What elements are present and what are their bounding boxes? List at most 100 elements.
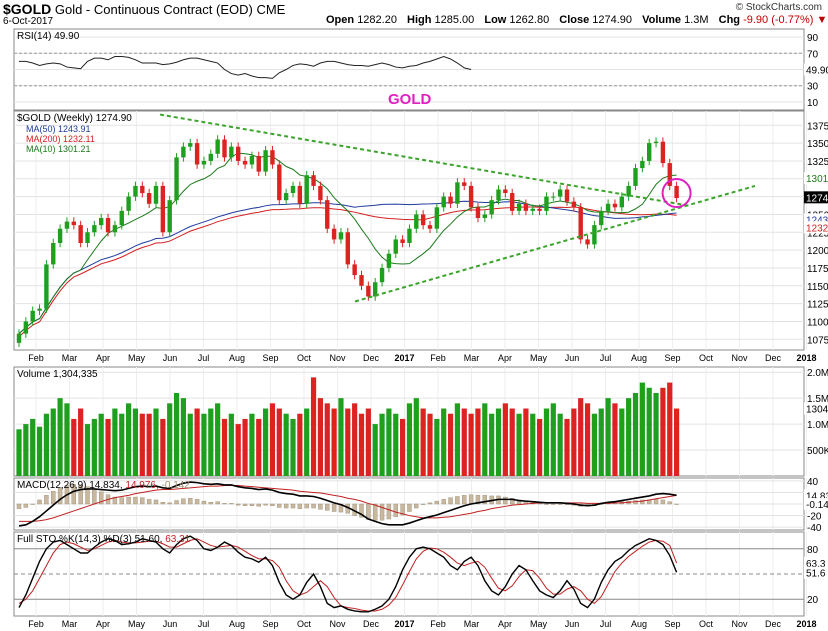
- candle-body: [530, 208, 535, 211]
- x-label: Sep: [262, 353, 278, 363]
- volume-tick-label: 500K: [807, 446, 828, 457]
- candle-body: [605, 203, 611, 211]
- volume-bar: [420, 408, 426, 476]
- close-value: 1274.90: [592, 14, 633, 26]
- candle-body: [359, 275, 364, 286]
- macd-histogram-bar: [222, 503, 227, 505]
- highlight-circle: [661, 178, 692, 209]
- volume-legend: Volume 1,304,335: [17, 369, 98, 380]
- candle-body: [140, 185, 145, 194]
- macd-histogram-bar: [283, 503, 289, 509]
- candle-body: [112, 225, 118, 233]
- symbol: $GOLD: [3, 1, 52, 17]
- volume-bar: [173, 392, 180, 476]
- high-value: 1285.00: [434, 14, 475, 26]
- x-label: Jun: [565, 353, 580, 363]
- volume-bar: [509, 408, 515, 476]
- candle-body: [489, 200, 494, 215]
- x-label: Apr: [96, 353, 110, 363]
- volume-bar: [516, 413, 522, 476]
- macd-histogram-bar: [229, 503, 234, 505]
- rsi-line: [19, 56, 472, 79]
- candle-body: [345, 232, 350, 265]
- macd-histogram-bar: [297, 503, 303, 509]
- upper-trendline: [159, 113, 691, 207]
- candle-body: [441, 196, 446, 208]
- candle-body: [215, 139, 220, 154]
- macd-histogram-bar: [537, 503, 542, 505]
- volume-bar: [434, 418, 440, 476]
- macd-histogram-bar: [400, 503, 405, 516]
- macd-histogram-bar: [78, 484, 83, 505]
- sto-legend-d: 63.31: [165, 534, 190, 545]
- candle-body: [297, 185, 303, 204]
- volume-bar: [571, 408, 577, 476]
- candle-body: [78, 225, 83, 243]
- macd-histogram-bar: [414, 503, 419, 509]
- candle-body: [16, 333, 22, 343]
- volume-bar: [461, 408, 467, 476]
- price-legend-title: $GOLD (Weekly) 1274.90: [17, 113, 132, 124]
- macd-histogram-bar: [98, 491, 104, 505]
- x-label-bottom: Dec: [363, 619, 380, 629]
- candle-body: [229, 146, 234, 158]
- volume-bar: [400, 418, 406, 476]
- candle-body: [263, 150, 268, 172]
- candle-body: [311, 175, 316, 186]
- volume-bar: [447, 413, 454, 476]
- volume-bar: [50, 408, 56, 476]
- candle-body: [44, 264, 49, 309]
- low-label: Low: [484, 14, 507, 26]
- volume-bar: [626, 398, 632, 476]
- macd-histogram-bar: [379, 503, 385, 521]
- candle-body: [352, 264, 357, 276]
- x-label-bottom: Aug: [631, 619, 647, 629]
- volume-bar: [482, 403, 488, 476]
- volume-bar: [160, 418, 166, 476]
- macd-histogram-bar: [393, 503, 398, 517]
- sto-legend-k: 51.60,: [135, 534, 166, 545]
- price-tick-label: 1150: [807, 282, 828, 293]
- candle-body: [400, 239, 405, 243]
- candle-body: [503, 189, 508, 194]
- volume-bar: [578, 398, 584, 476]
- rsi-tick-label: 30: [807, 82, 819, 93]
- candle-body: [283, 193, 289, 201]
- x-label-bottom: Oct: [699, 619, 714, 629]
- macd-histogram-bar: [544, 503, 549, 505]
- macd-histogram-bar: [455, 496, 460, 505]
- x-label: Aug: [631, 353, 647, 363]
- volume-bar: [605, 398, 611, 476]
- x-axis-labels: Feb Feb Mar Mar Apr Apr May May Jun Jun Jul Jul Aug A…: [28, 353, 816, 629]
- volume-bar: [632, 392, 639, 476]
- instrument-name: Gold - Continuous Contract (EOD): [54, 2, 253, 17]
- x-label-bottom: Feb: [28, 619, 44, 629]
- low-value: 1262.80: [509, 14, 550, 26]
- volume-bar: [283, 413, 289, 476]
- macd-histogram-bar: [167, 502, 172, 505]
- candle-body: [537, 208, 542, 211]
- macd-histogram-bar: [359, 503, 364, 518]
- candle-body: [23, 321, 29, 334]
- candle-body: [667, 163, 672, 186]
- x-label-bottom: Dec: [765, 619, 782, 629]
- volume-bar: [317, 398, 323, 476]
- x-label: Mar: [62, 353, 78, 363]
- candle-body: [455, 182, 460, 204]
- volume-bar: [43, 413, 49, 476]
- open-label: Open: [326, 14, 355, 26]
- volume-bar: [290, 418, 296, 476]
- open-value: 1282.20: [357, 14, 397, 26]
- macd-histogram-bar: [215, 501, 220, 505]
- volume-bar: [105, 418, 111, 476]
- macd-histogram-bar: [133, 496, 138, 505]
- x-label: Apr: [498, 353, 512, 363]
- chg-label: Chg: [718, 14, 741, 26]
- volume-bar: [523, 408, 529, 476]
- sto-legend-label: Full STO %K(14,3) %D(3): [17, 534, 135, 545]
- candle-body: [510, 193, 515, 211]
- volume-bar: [584, 403, 591, 476]
- candle-body: [660, 141, 666, 164]
- candle-body: [626, 185, 631, 197]
- macd-tick-label: -40: [807, 523, 822, 534]
